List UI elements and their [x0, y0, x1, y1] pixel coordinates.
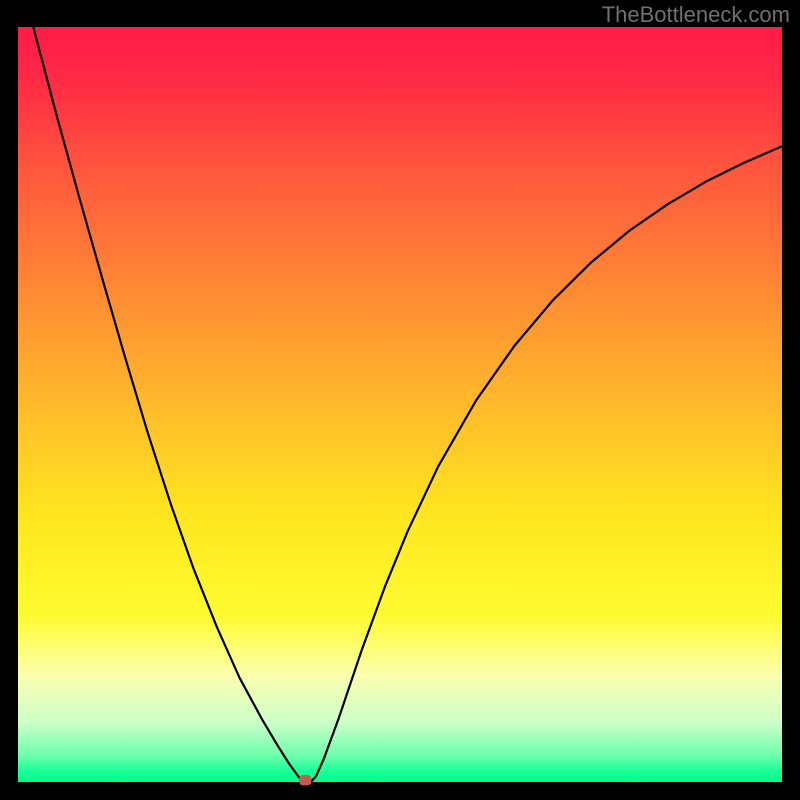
chart-container: TheBottleneck.com	[0, 0, 800, 800]
plot-background	[18, 27, 782, 782]
bottleneck-chart	[0, 0, 800, 800]
minimum-marker	[299, 775, 311, 786]
